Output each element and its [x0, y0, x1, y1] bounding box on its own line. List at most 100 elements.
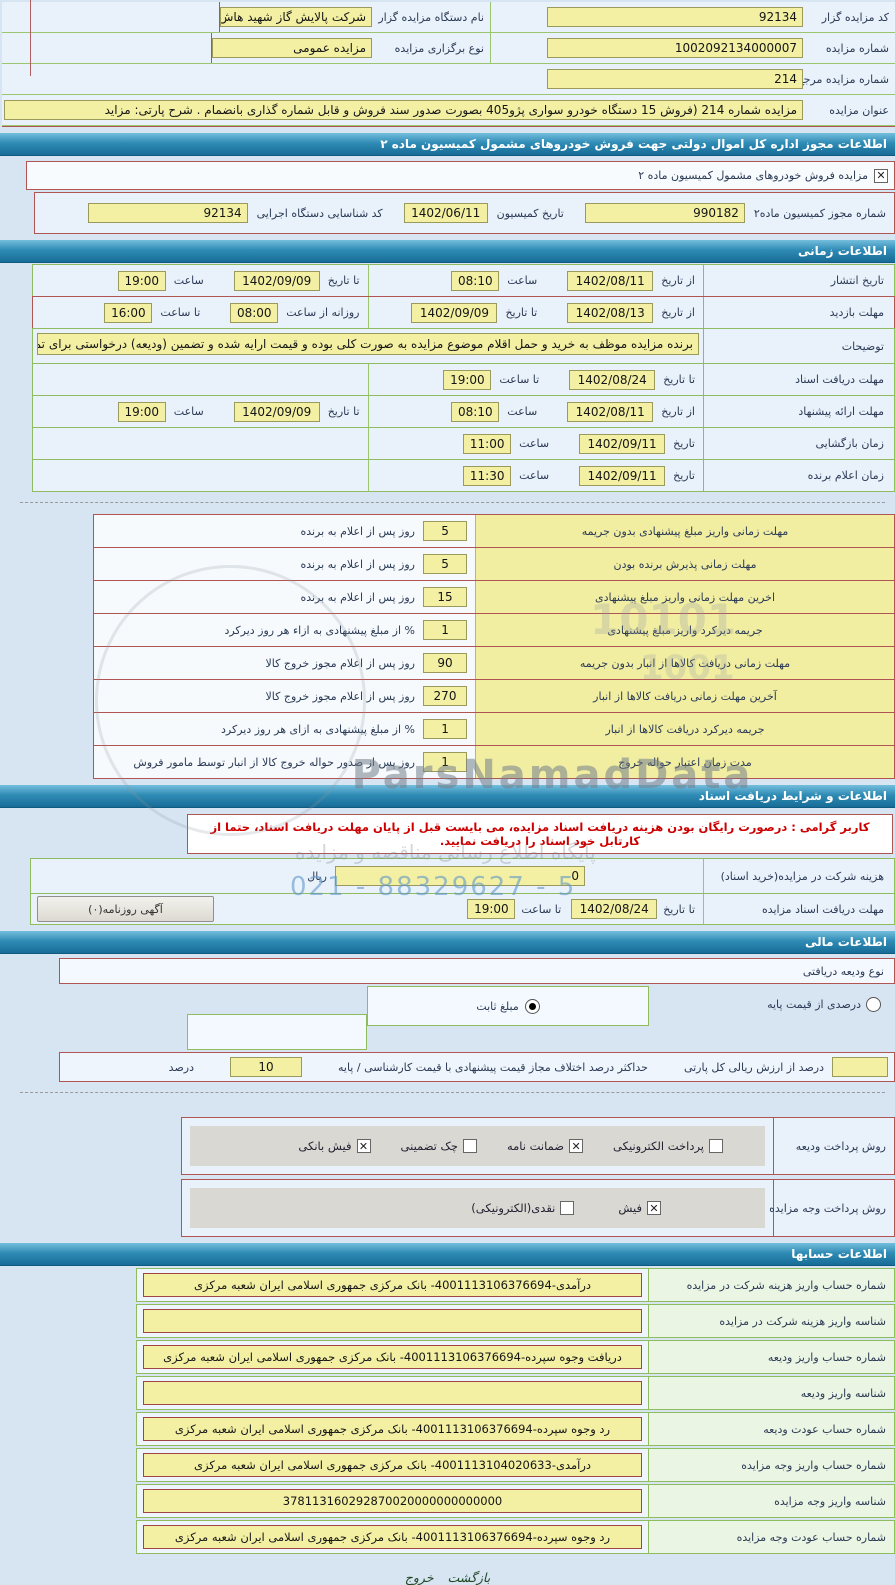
auction-title-input[interactable]: مزایده شماره 214 (فروش 15 دستگاه خودرو س… — [4, 100, 803, 120]
deposit-method-checkbox[interactable] — [569, 1139, 584, 1153]
publish-from-date-input[interactable]: 1402/08/11 — [567, 270, 654, 291]
offer-to-time-input[interactable]: 19:00 — [117, 401, 166, 422]
account-row: شناسه واریز ودیعه — [136, 1376, 895, 1410]
to-date-label: تا تاریخ — [505, 306, 538, 319]
deposit-method-checkbox[interactable] — [709, 1139, 723, 1153]
section-header-docs: اطلاعات و شرایط دریافت اسناد — [0, 785, 895, 808]
docs-deadline-time-input[interactable]: 19:00 — [467, 899, 516, 919]
offer-period-row: مهلت ارائه پیشنهاد از تاریخ 1402/08/11 س… — [32, 395, 895, 428]
exit-link[interactable]: خروج — [404, 1570, 434, 1585]
payment-method-checkbox[interactable] — [647, 1201, 661, 1215]
deadline-unit: % از مبلغ پیشنهادی به ازای هر روز دیرکرد — [221, 722, 415, 736]
deadline-value-input[interactable]: 1 — [423, 620, 467, 640]
payment-method-option[interactable]: فیش — [618, 1201, 661, 1215]
deadline-unit: روز پس از اعلام به برنده — [300, 590, 415, 604]
percent-of-total-input[interactable] — [832, 1057, 888, 1077]
account-row: شماره حساب عودت ودیعه رد وجوه سپرده-4001… — [136, 1412, 895, 1446]
deadline-value-input[interactable]: 90 — [423, 653, 467, 673]
doc-deadline-label: مهلت دریافت اسناد — [703, 364, 894, 395]
empty-cell — [33, 364, 369, 395]
visit-from-date-input[interactable]: 1402/08/13 — [567, 302, 654, 323]
fee-input[interactable]: 0 — [335, 866, 585, 886]
account-label: شماره حساب عودت وجه مزایده — [648, 1521, 894, 1553]
newspaper-ad-button[interactable]: آگهی روزنامه(۰) — [37, 896, 214, 922]
offer-from-time-input[interactable]: 08:10 — [451, 401, 500, 422]
publish-to-date-input[interactable]: 1402/09/09 — [233, 270, 320, 291]
deposit-method-checkbox[interactable] — [462, 1139, 477, 1153]
deadline-label: مهلت زمانی واریز مبلغ پیشنهادی بدون جریم… — [475, 515, 894, 547]
visit-daily-from-input[interactable]: 08:00 — [230, 302, 279, 323]
max-diff-input[interactable]: 10 — [230, 1057, 302, 1077]
deadline-value-input[interactable]: 1 — [423, 752, 467, 772]
deadline-value-input[interactable]: 15 — [423, 587, 467, 607]
deposit-method-option[interactable]: فیش بانکی — [298, 1139, 371, 1153]
account-input[interactable]: رد وجوه سپرده-4001113106376694- بانک مرک… — [143, 1417, 642, 1441]
account-input[interactable]: دریافت وجوه سپرده-4001113106376694- بانک… — [143, 1345, 642, 1369]
account-input[interactable]: درآمدی-4001113106376694- بانک مرکزی جمهو… — [143, 1273, 642, 1297]
winner-announce-row: زمان اعلام برنده تاریخ 1402/09/11 ساعت 1… — [32, 459, 895, 492]
opening-date-input[interactable]: 1402/09/11 — [579, 433, 666, 454]
deposit-method-option[interactable]: چک تضمینی — [401, 1139, 477, 1153]
to-date-label: تا تاریخ — [663, 902, 695, 916]
docs-deadline-date-input[interactable]: 1402/08/24 — [571, 899, 658, 919]
deadline-value-input[interactable]: 1 — [423, 719, 467, 739]
deadline-value-input[interactable]: 5 — [423, 521, 467, 541]
publish-from-time-input[interactable]: 08:10 — [451, 270, 500, 291]
visit-daily-to-input[interactable]: 16:00 — [104, 302, 153, 323]
deposit-method-option[interactable]: پرداخت الکترونیکی — [613, 1139, 723, 1153]
deposit-method-label: چک تضمینی — [400, 1139, 458, 1153]
article2-checkbox[interactable] — [874, 168, 888, 183]
reference-number-input[interactable]: 214 — [547, 69, 803, 89]
deposit-method-option[interactable]: ضمانت نامه — [506, 1139, 584, 1153]
agency-id-input[interactable]: 92134 — [87, 203, 248, 223]
back-link[interactable]: بازگشت — [447, 1570, 491, 1585]
visit-to-date-input[interactable]: 1402/09/09 — [411, 302, 498, 323]
notes-row: توضیحات برنده مزایده موظف به خرید و حمل … — [32, 328, 895, 364]
visit-period-row: مهلت بازدید از تاریخ 1402/08/13 تا تاریخ… — [32, 296, 895, 329]
auction-number-input[interactable]: 1002092134000007 — [547, 38, 803, 58]
account-input[interactable] — [143, 1381, 642, 1405]
deposit-mode-radios: درصدی از قیمت پایه مبلغ ثابت — [0, 986, 895, 1052]
auction-org-code-input[interactable]: 92134 — [547, 7, 803, 27]
opening-time-input[interactable]: 11:00 — [463, 433, 512, 454]
account-row: شناسه واریز هزینه شرکت در مزایده — [136, 1304, 895, 1338]
payment-method-option[interactable]: نقدی(الکترونیکی) — [471, 1201, 575, 1215]
deadline-value-input[interactable]: 270 — [423, 686, 467, 706]
deadline-value-input[interactable]: 5 — [423, 554, 467, 574]
doc-deadline-date-input[interactable]: 1402/08/24 — [569, 369, 656, 390]
doc-deadline-row: مهلت دریافت اسناد تا تاریخ 1402/08/24 تا… — [32, 363, 895, 396]
deadline-row: اخرین مهلت زمانی واریز مبلغ پیشنهادی 15 … — [93, 580, 895, 614]
commission-date-input[interactable]: 1402/06/11 — [403, 203, 488, 223]
notes-input[interactable]: برنده مزایده موظف به خرید و حمل اقلام مو… — [37, 333, 699, 355]
notes-label: توضیحات — [703, 329, 894, 363]
account-input[interactable]: رد وجوه سپرده-4001113106376694- بانک مرک… — [143, 1525, 642, 1549]
deadline-label: اخرین مهلت زمانی واریز مبلغ پیشنهادی — [475, 581, 894, 613]
org-name-input[interactable]: شرکت پالایش گاز شهید هاش — [220, 7, 372, 27]
doc-deadline-time-input[interactable]: 19:00 — [443, 369, 492, 390]
publish-to-time-input[interactable]: 19:00 — [117, 270, 166, 291]
deposit-type-label: نوع ودیعه دریافتی — [802, 964, 884, 978]
percent-of-base-radio[interactable] — [866, 996, 881, 1012]
deposit-method-label: ضمانت نامه — [506, 1139, 565, 1153]
fee-unit: ریال — [307, 869, 327, 883]
table-row: شماره مزایده 1002092134000007 نوع برگزار… — [2, 33, 895, 64]
account-input[interactable]: درآمدی-4001113104020633- بانک مرکزی جمهو… — [143, 1453, 642, 1477]
auction-type-input[interactable]: مزایده عمومی — [212, 38, 372, 58]
deposit-method-checkbox[interactable] — [356, 1139, 371, 1153]
winner-time-input[interactable]: 11:30 — [463, 465, 512, 486]
winner-date-input[interactable]: 1402/09/11 — [579, 465, 666, 486]
fixed-amount-radio[interactable] — [524, 998, 540, 1014]
offer-from-date-input[interactable]: 1402/08/11 — [567, 401, 654, 422]
auction-number-label: شماره مزایده — [825, 41, 889, 55]
table-row: شماره مزایده مرجع 214 — [2, 64, 895, 95]
cell-divider — [490, 33, 547, 63]
fixed-amount-option[interactable]: مبلغ ثابت — [367, 986, 649, 1026]
account-input[interactable] — [143, 1309, 642, 1333]
permit-number-input[interactable]: 990182 — [584, 203, 745, 223]
account-input[interactable]: 378113160292870020000000000000 — [143, 1489, 642, 1513]
percent-of-base-option[interactable]: درصدی از قیمت پایه — [649, 986, 895, 1022]
daily-to-label: تا ساعت — [160, 306, 201, 319]
payment-method-checkbox[interactable] — [560, 1201, 575, 1215]
offer-to-date-input[interactable]: 1402/09/09 — [233, 401, 320, 422]
opening-cell: تاریخ 1402/09/11 ساعت 11:00 — [369, 428, 704, 459]
